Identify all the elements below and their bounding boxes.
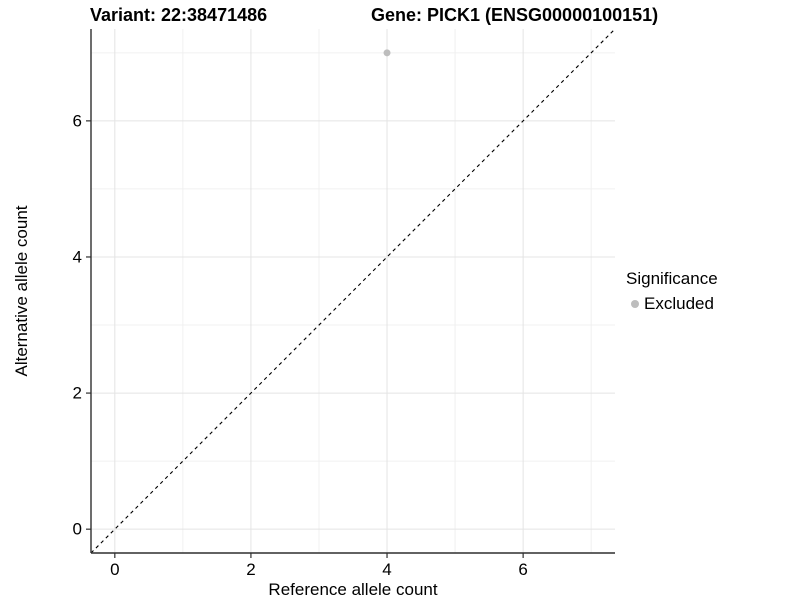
y-axis-tick-label: 2 [72,383,82,403]
x-axis-tick-label: 6 [518,560,528,579]
y-axis-title: Alternative allele count [12,205,31,377]
legend-item-label: Excluded [644,294,714,313]
y-axis-tick-label: 4 [72,247,82,267]
x-axis-tick-label: 0 [110,560,120,579]
legend: Significance Excluded [626,269,718,314]
legend-item-excluded: Excluded [626,294,718,314]
excluded-point-swatch [631,300,639,308]
legend-title: Significance [626,269,718,288]
plot-title-variant: Variant: 22:38471486 [90,5,268,25]
y-axis-tick-label: 0 [72,519,82,539]
x-axis-title: Reference allele count [268,580,438,599]
plot-title-gene: Gene: PICK1 (ENSG00000100151) [371,5,659,25]
x-axis-tick-label: 4 [382,560,392,579]
x-axis-tick-label: 2 [246,560,256,579]
identity-line [90,28,616,554]
data-point-excluded [383,49,391,57]
y-axis-tick-label: 6 [72,111,82,131]
